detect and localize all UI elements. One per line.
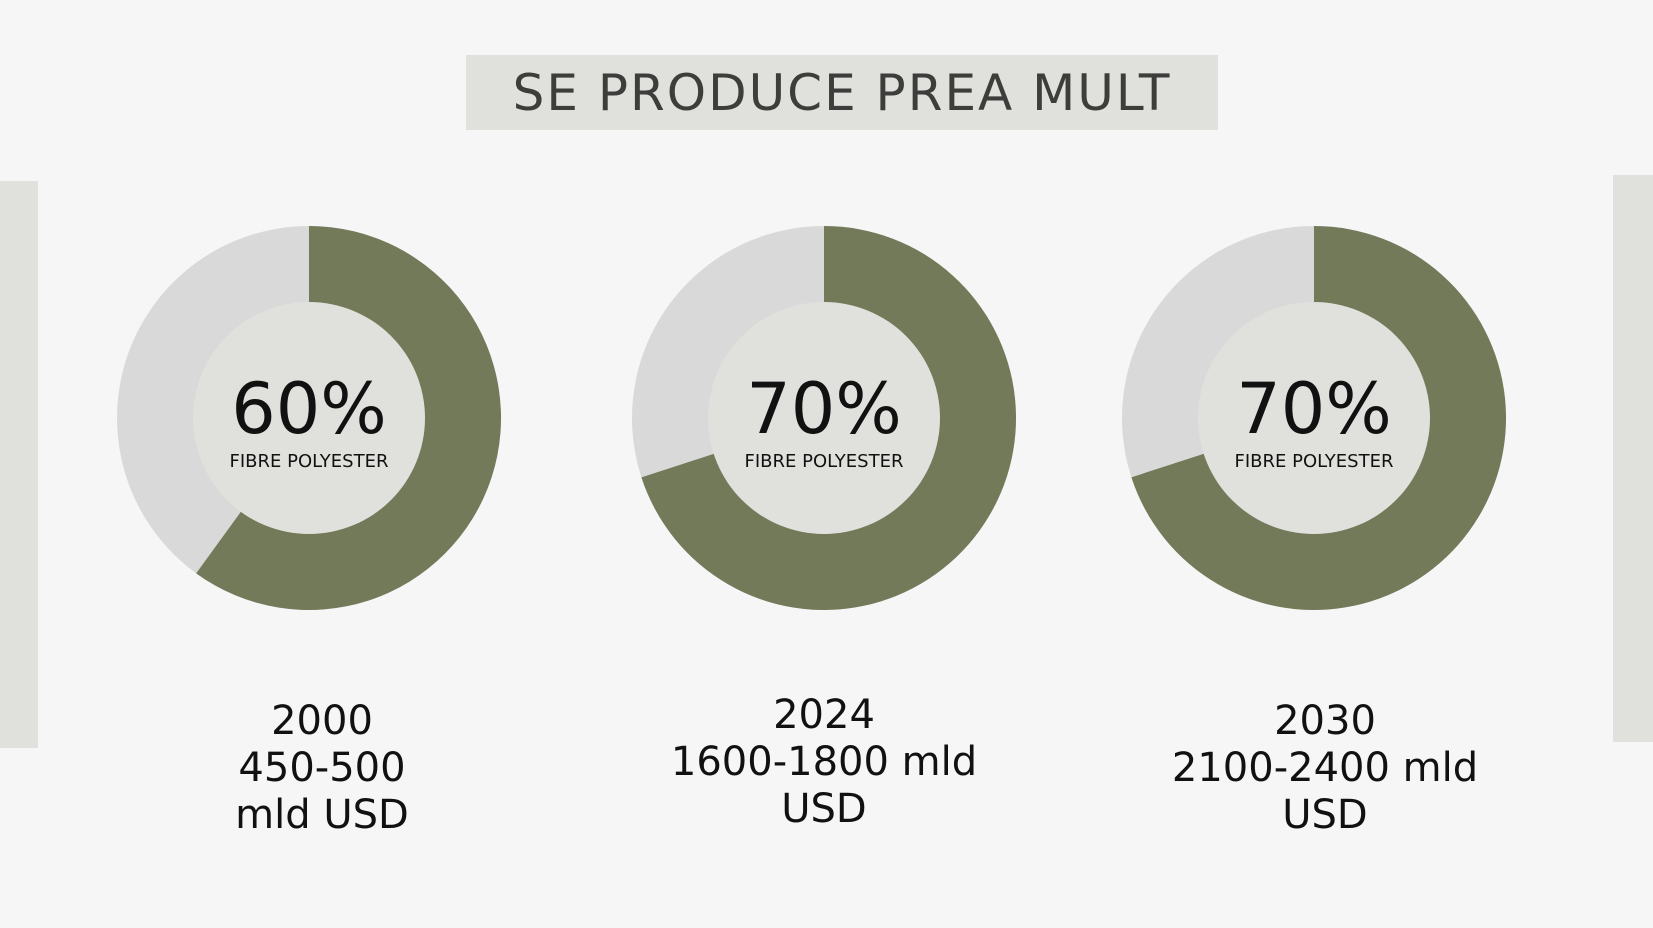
- right-decorative-bar: [1613, 175, 1653, 742]
- donut-chart-2024: 70% FIBRE POLYESTER: [632, 226, 1017, 610]
- caption-year: 2030: [1274, 698, 1376, 744]
- caption-unit: mld USD: [235, 792, 409, 838]
- caption-amount: 450-500: [238, 745, 406, 791]
- page-title: SE PRODUCE PREA MULT: [512, 63, 1172, 122]
- left-decorative-bar: [0, 181, 38, 748]
- title-banner: SE PRODUCE PREA MULT: [466, 55, 1218, 130]
- caption-amount: 1600-1800 mld: [670, 739, 978, 785]
- caption-year: 2000: [271, 698, 373, 744]
- caption-2024: 2024 1600-1800 mld USD: [634, 692, 1014, 833]
- donut-hole: [193, 302, 425, 534]
- donut-chart-2000: 60% FIBRE POLYESTER: [117, 226, 502, 610]
- caption-2030: 2030 2100-2400 mld USD: [1135, 698, 1515, 839]
- caption-unit: USD: [1282, 792, 1368, 838]
- donut-svg: [117, 226, 502, 610]
- caption-unit: USD: [781, 786, 867, 832]
- donut-hole: [1198, 302, 1430, 534]
- donut-svg: [1122, 226, 1507, 610]
- donut-svg: [632, 226, 1017, 610]
- caption-amount: 2100-2400 mld: [1171, 745, 1479, 791]
- donut-hole: [708, 302, 940, 534]
- caption-2000: 2000 450-500 mld USD: [132, 698, 512, 839]
- caption-year: 2024: [773, 692, 875, 738]
- donut-chart-2030: 70% FIBRE POLYESTER: [1122, 226, 1507, 610]
